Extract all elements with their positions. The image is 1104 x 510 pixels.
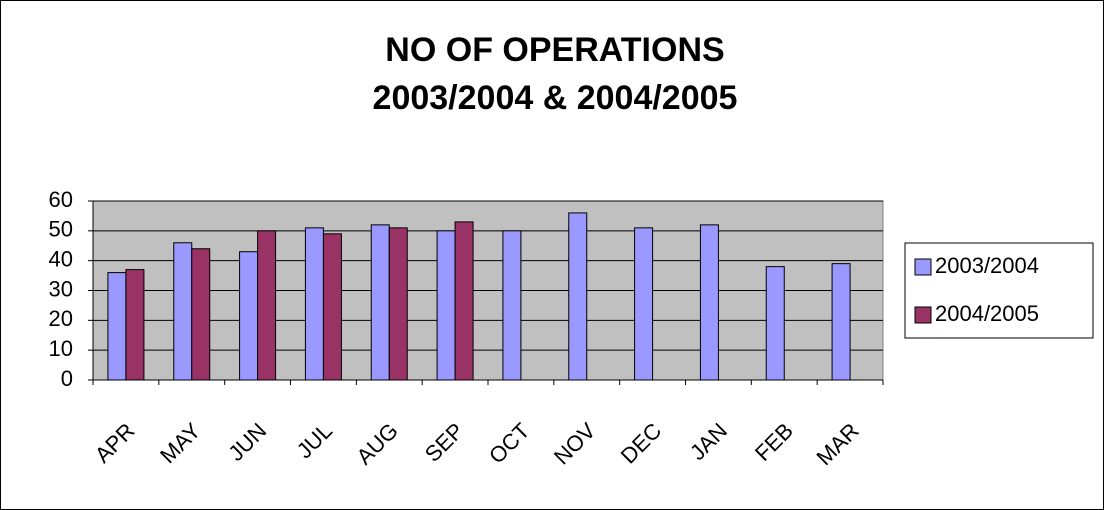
y-tick-label: 10 xyxy=(49,336,73,361)
bar xyxy=(568,212,588,381)
bar xyxy=(436,230,456,381)
y-tick-label: 0 xyxy=(61,366,73,391)
bar xyxy=(388,227,408,381)
bar xyxy=(125,269,145,381)
bar xyxy=(699,224,719,381)
bar xyxy=(502,230,522,381)
bar xyxy=(370,224,390,381)
y-tick-label: 50 xyxy=(49,217,73,242)
y-tick-label: 60 xyxy=(49,187,73,212)
legend-swatch xyxy=(914,306,932,324)
bar xyxy=(239,251,259,381)
bar xyxy=(831,263,851,381)
bar xyxy=(322,233,342,381)
chart-title: 2003/2004 & 2004/2005 xyxy=(373,79,738,117)
legend-label: 2004/2005 xyxy=(935,301,1039,326)
bar xyxy=(107,272,127,381)
bar xyxy=(257,230,277,381)
bar xyxy=(304,227,324,381)
y-tick-label: 30 xyxy=(49,276,73,301)
y-tick-label: 40 xyxy=(49,246,73,271)
legend-box xyxy=(904,242,1094,339)
legend-swatch xyxy=(914,258,932,276)
bar xyxy=(634,227,654,381)
legend-label: 2003/2004 xyxy=(935,253,1039,278)
bar xyxy=(173,242,193,381)
bar xyxy=(765,266,785,381)
bar xyxy=(454,221,474,381)
y-tick-label: 20 xyxy=(49,306,73,331)
chart-title: NO OF OPERATIONS xyxy=(385,31,724,69)
bar xyxy=(191,248,211,381)
